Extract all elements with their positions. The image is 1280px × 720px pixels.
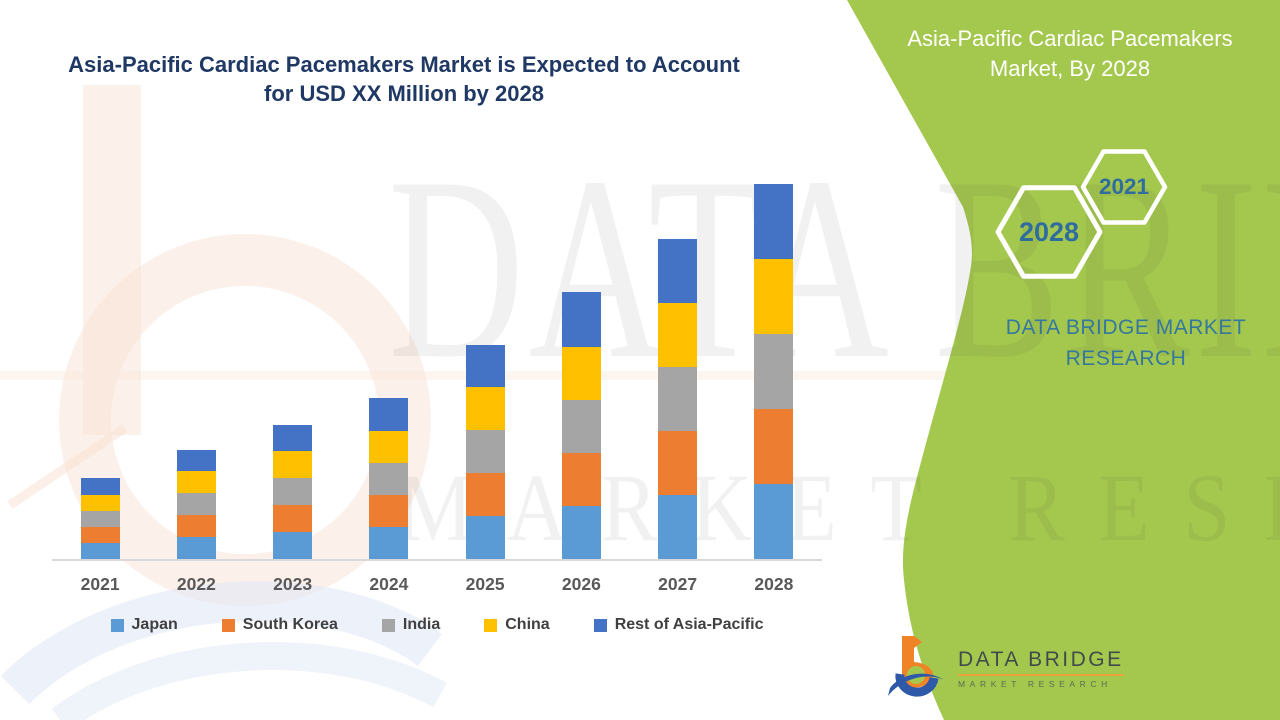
bar-segment-2024-india: [369, 463, 409, 495]
bar-segment-2025-rest-of-asia-pacific: [465, 345, 505, 387]
bar-segment-2028-china: [754, 259, 794, 334]
bar-segment-2021-south-korea: [80, 527, 120, 543]
legend-label-rest-of-asia-pacific: Rest of Asia-Pacific: [614, 616, 764, 633]
bar-segment-2027-china: [658, 303, 698, 367]
bar-segment-2026-rest-of-asia-pacific: [561, 292, 601, 347]
bar-segment-2027-rest-of-asia-pacific: [658, 239, 698, 303]
bar-column-2024: [341, 150, 437, 559]
company-logo-title: DATA BRIDGE: [958, 648, 1124, 676]
bar-column-2025: [437, 150, 533, 559]
bar-segment-2025-china: [465, 387, 505, 430]
bar-segment-2022-india: [176, 493, 216, 515]
bar-segment-2028-india: [754, 334, 794, 409]
x-axis-label-2028: 2028: [754, 574, 794, 594]
bar-stack-2026: [561, 292, 601, 559]
bar-column-2027: [630, 150, 726, 559]
x-axis-label-2024: 2024: [369, 574, 409, 594]
bar-column-2022: [148, 150, 244, 559]
bar-segment-2028-japan: [754, 484, 794, 559]
legend-swatch-south-korea: [221, 618, 235, 632]
legend-item-south-korea: South Korea: [221, 616, 338, 634]
legend-label-india: India: [402, 616, 441, 633]
bar-segment-2024-japan: [369, 527, 409, 559]
legend-label-south-korea: South Korea: [242, 616, 338, 633]
legend-swatch-japan: [110, 618, 124, 632]
brand-wordmark-line2: RESEARCH: [1065, 347, 1187, 370]
company-logo-text: DATA BRIDGE MARKET RESEARCH: [958, 648, 1124, 689]
legend-item-china: China: [484, 616, 550, 634]
bar-column-2023: [245, 150, 341, 559]
bar-segment-2026-india: [561, 400, 601, 453]
bar-segment-2028-south-korea: [754, 409, 794, 484]
bar-segment-2026-south-korea: [561, 453, 601, 506]
bar-segment-2021-india: [80, 511, 120, 527]
bar-stack-2027: [658, 239, 698, 559]
bar-segment-2023-japan: [273, 532, 313, 559]
bar-stack-2024: [369, 398, 409, 559]
legend-item-japan: Japan: [110, 616, 178, 634]
bar-segment-2024-rest-of-asia-pacific: [369, 398, 409, 431]
legend-swatch-china: [484, 618, 498, 632]
chart-legend: Japan South Korea India China Rest of Asia-P…: [52, 616, 822, 634]
bar-column-2021: [52, 150, 148, 559]
bar-segment-2022-south-korea: [176, 515, 216, 537]
bar-segment-2027-south-korea: [658, 431, 698, 495]
bar-segment-2026-china: [561, 347, 601, 400]
legend-item-rest-of-asia-pacific: Rest of Asia-Pacific: [593, 616, 764, 634]
x-axis-labels: 2021 2022 2023 2024 2025 2026 2027 2028: [52, 574, 822, 595]
x-axis-label-2021: 2021: [80, 574, 120, 594]
bar-segment-2021-rest-of-asia-pacific: [80, 478, 120, 495]
bar-segment-2028-rest-of-asia-pacific: [754, 184, 794, 259]
x-axis-label-2025: 2025: [465, 574, 505, 594]
legend-swatch-india: [381, 618, 395, 632]
bar-segment-2027-india: [658, 367, 698, 431]
x-axis-label-2023: 2023: [273, 574, 313, 594]
bar-segment-2025-south-korea: [465, 473, 505, 516]
bar-segment-2027-japan: [658, 495, 698, 559]
legend-label-china: China: [505, 616, 550, 633]
chart-title: Asia-Pacific Cardiac Pacemakers Market i…: [28, 50, 780, 108]
x-axis-label-2026: 2026: [561, 574, 601, 594]
side-panel-title-line2: Market, By 2028: [989, 56, 1151, 81]
bar-stack-2025: [465, 345, 505, 559]
brand-wordmark-line1: DATA BRIDGE MARKET: [1005, 316, 1247, 339]
bar-segment-2024-china: [369, 431, 409, 463]
side-panel-title-line1: Asia-Pacific Cardiac Pacemakers: [907, 26, 1233, 51]
chart-title-line1: Asia-Pacific Cardiac Pacemakers Market i…: [68, 52, 740, 77]
bar-segment-2022-japan: [176, 537, 216, 559]
bar-segment-2023-china: [273, 451, 313, 478]
stacked-bar-plot: [52, 150, 822, 561]
bar-segment-2022-rest-of-asia-pacific: [176, 450, 216, 471]
bar-segment-2023-rest-of-asia-pacific: [273, 425, 313, 451]
bar-segment-2025-india: [465, 430, 505, 473]
x-axis-label-2027: 2027: [658, 574, 698, 594]
bar-stack-2021: [80, 478, 120, 559]
brand-wordmark: DATA BRIDGE MARKET RESEARCH: [958, 312, 1280, 374]
bar-column-2028: [726, 150, 822, 559]
bar-column-2026: [533, 150, 629, 559]
bar-segment-2021-japan: [80, 543, 120, 559]
legend-item-india: India: [381, 616, 441, 634]
bar-segment-2024-south-korea: [369, 495, 409, 527]
bar-segment-2023-south-korea: [273, 505, 313, 532]
bar-stack-2028: [754, 184, 794, 559]
bar-stack-2023: [273, 425, 313, 559]
bar-stack-2022: [176, 450, 216, 559]
legend-swatch-rest-of-asia-pacific: [593, 618, 607, 632]
company-logo: DATA BRIDGE MARKET RESEARCH: [886, 634, 1124, 702]
x-axis-label-2022: 2022: [176, 574, 216, 594]
side-panel-title: Asia-Pacific Cardiac Pacemakers Market, …: [880, 24, 1260, 84]
bar-segment-2026-japan: [561, 506, 601, 559]
bar-segment-2022-china: [176, 471, 216, 493]
legend-label-japan: Japan: [131, 616, 178, 633]
company-logo-icon: [888, 636, 944, 697]
bar-segment-2021-china: [80, 495, 120, 511]
company-logo-subtitle: MARKET RESEARCH: [958, 678, 1112, 689]
chart-title-line2: for USD XX Million by 2028: [264, 81, 544, 106]
bar-segment-2023-india: [273, 478, 313, 505]
bar-segment-2025-japan: [465, 516, 505, 559]
